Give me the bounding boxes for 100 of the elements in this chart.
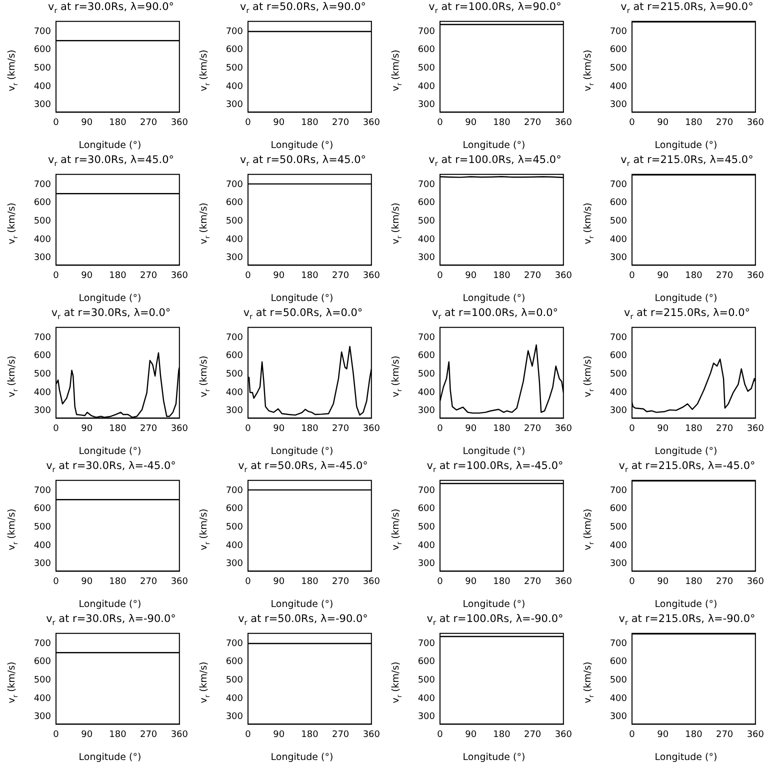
- y-tick-label: 300: [610, 100, 628, 110]
- y-tick-label: 700: [418, 638, 436, 649]
- x-tick-label: 270: [716, 270, 734, 281]
- x-tick-label: 0: [53, 576, 60, 587]
- x-tick-label: 360: [554, 270, 572, 281]
- x-tick-label: 360: [362, 270, 380, 281]
- y-tick-label: 700: [226, 332, 244, 343]
- y-tick-label: 300: [226, 712, 244, 722]
- x-tick-label: 90: [657, 424, 669, 434]
- y-tick-label: 400: [418, 540, 436, 551]
- y-tick-label: 700: [610, 486, 628, 496]
- x-axis-title: Longitude (°): [78, 599, 142, 610]
- x-axis-title: Longitude (°): [78, 140, 142, 151]
- x-tick-label: 180: [301, 270, 319, 281]
- x-tick-label: 270: [524, 118, 542, 128]
- y-tick-label: 600: [610, 45, 628, 56]
- y-tick-label: 700: [34, 332, 52, 343]
- x-tick-label: 360: [170, 576, 188, 587]
- y-tick-label: 400: [226, 388, 244, 398]
- y-tick-label: 300: [610, 712, 628, 722]
- y-tick-label: 500: [418, 676, 436, 686]
- x-tick-label: 0: [437, 576, 444, 587]
- chart-title: v$_{r}$ at r=215.0Rs, λ=-45.0°: [618, 460, 756, 474]
- x-tick-label: 0: [437, 270, 444, 281]
- x-axis-title: Longitude (°): [78, 752, 142, 763]
- y-tick-label: 300: [418, 253, 436, 264]
- y-tick-label: 300: [418, 406, 436, 416]
- y-tick-label: 400: [34, 82, 52, 92]
- y-tick-label: 500: [226, 522, 244, 533]
- y-tick-label: 700: [34, 26, 52, 37]
- x-tick-label: 270: [716, 424, 734, 434]
- chart-title: v$_{r}$ at r=50.0Rs, λ=-90.0°: [237, 613, 369, 628]
- y-tick-label: 400: [34, 694, 52, 704]
- x-tick-label: 180: [109, 576, 127, 587]
- y-tick-label: 400: [610, 234, 628, 245]
- x-tick-label: 90: [465, 270, 477, 281]
- y-tick-label: 600: [226, 657, 244, 668]
- x-axis-title: Longitude (°): [78, 446, 142, 457]
- y-tick-label: 700: [226, 486, 244, 496]
- y-tick-label: 700: [418, 26, 436, 37]
- x-tick-label: 360: [746, 270, 764, 281]
- x-axis-title: Longitude (°): [654, 599, 718, 610]
- y-tick-label: 300: [226, 406, 244, 416]
- y-tick-label: 700: [226, 180, 244, 190]
- y-tick-label: 300: [610, 559, 628, 570]
- x-tick-label: 360: [170, 118, 188, 128]
- x-tick-label: 180: [685, 118, 703, 128]
- x-tick-label: 180: [493, 576, 511, 587]
- y-tick-label: 700: [226, 26, 244, 37]
- x-tick-label: 180: [493, 118, 511, 128]
- y-tick-label: 600: [226, 351, 244, 362]
- x-tick-label: 270: [140, 118, 158, 128]
- x-tick-label: 0: [437, 118, 444, 128]
- x-tick-label: 0: [53, 270, 60, 281]
- chart-title: v$_{r}$ at r=30.0Rs, λ=45.0°: [46, 154, 176, 168]
- x-tick-label: 90: [81, 576, 93, 587]
- x-axis-title: Longitude (°): [462, 599, 526, 610]
- x-tick-label: 270: [140, 576, 158, 587]
- x-tick-label: 360: [554, 118, 572, 128]
- x-tick-label: 180: [301, 730, 319, 740]
- y-tick-label: 600: [610, 351, 628, 362]
- y-tick-label: 700: [610, 180, 628, 190]
- y-tick-label: 400: [226, 234, 244, 245]
- x-tick-label: 0: [53, 424, 60, 434]
- y-tick-label: 500: [34, 64, 52, 74]
- x-tick-label: 360: [554, 424, 572, 434]
- y-tick-label: 300: [34, 253, 52, 264]
- y-tick-label: 500: [34, 370, 52, 380]
- x-tick-label: 180: [493, 730, 511, 740]
- x-tick-label: 0: [53, 730, 60, 740]
- x-tick-label: 0: [53, 118, 60, 128]
- y-tick-label: 500: [226, 370, 244, 380]
- x-tick-label: 0: [629, 118, 636, 128]
- x-tick-label: 270: [332, 118, 350, 128]
- x-tick-label: 270: [716, 730, 734, 740]
- y-tick-label: 400: [610, 388, 628, 398]
- x-tick-label: 0: [245, 424, 252, 434]
- y-tick-label: 700: [610, 26, 628, 37]
- x-tick-label: 360: [746, 730, 764, 740]
- y-tick-label: 600: [610, 198, 628, 208]
- x-tick-label: 180: [109, 270, 127, 281]
- y-tick-label: 600: [610, 504, 628, 514]
- x-axis-title: Longitude (°): [654, 293, 718, 304]
- y-tick-label: 300: [610, 253, 628, 264]
- x-tick-label: 360: [746, 118, 764, 128]
- y-tick-label: 500: [610, 370, 628, 380]
- y-tick-label: 400: [34, 234, 52, 245]
- chart-title: v$_{r}$ at r=215.0Rs, λ=-90.0°: [618, 613, 756, 628]
- y-tick-label: 600: [34, 504, 52, 514]
- x-tick-label: 0: [245, 730, 252, 740]
- x-tick-label: 180: [301, 576, 319, 587]
- y-tick-label: 300: [610, 406, 628, 416]
- x-tick-label: 90: [273, 576, 285, 587]
- chart-title: v$_{r}$ at r=50.0Rs, λ=0.0°: [242, 307, 364, 322]
- x-axis-title: Longitude (°): [270, 446, 334, 457]
- x-tick-label: 360: [554, 576, 572, 587]
- x-tick-label: 90: [81, 424, 93, 434]
- x-tick-label: 360: [362, 730, 380, 740]
- y-tick-label: 600: [418, 45, 436, 56]
- x-tick-label: 90: [657, 576, 669, 587]
